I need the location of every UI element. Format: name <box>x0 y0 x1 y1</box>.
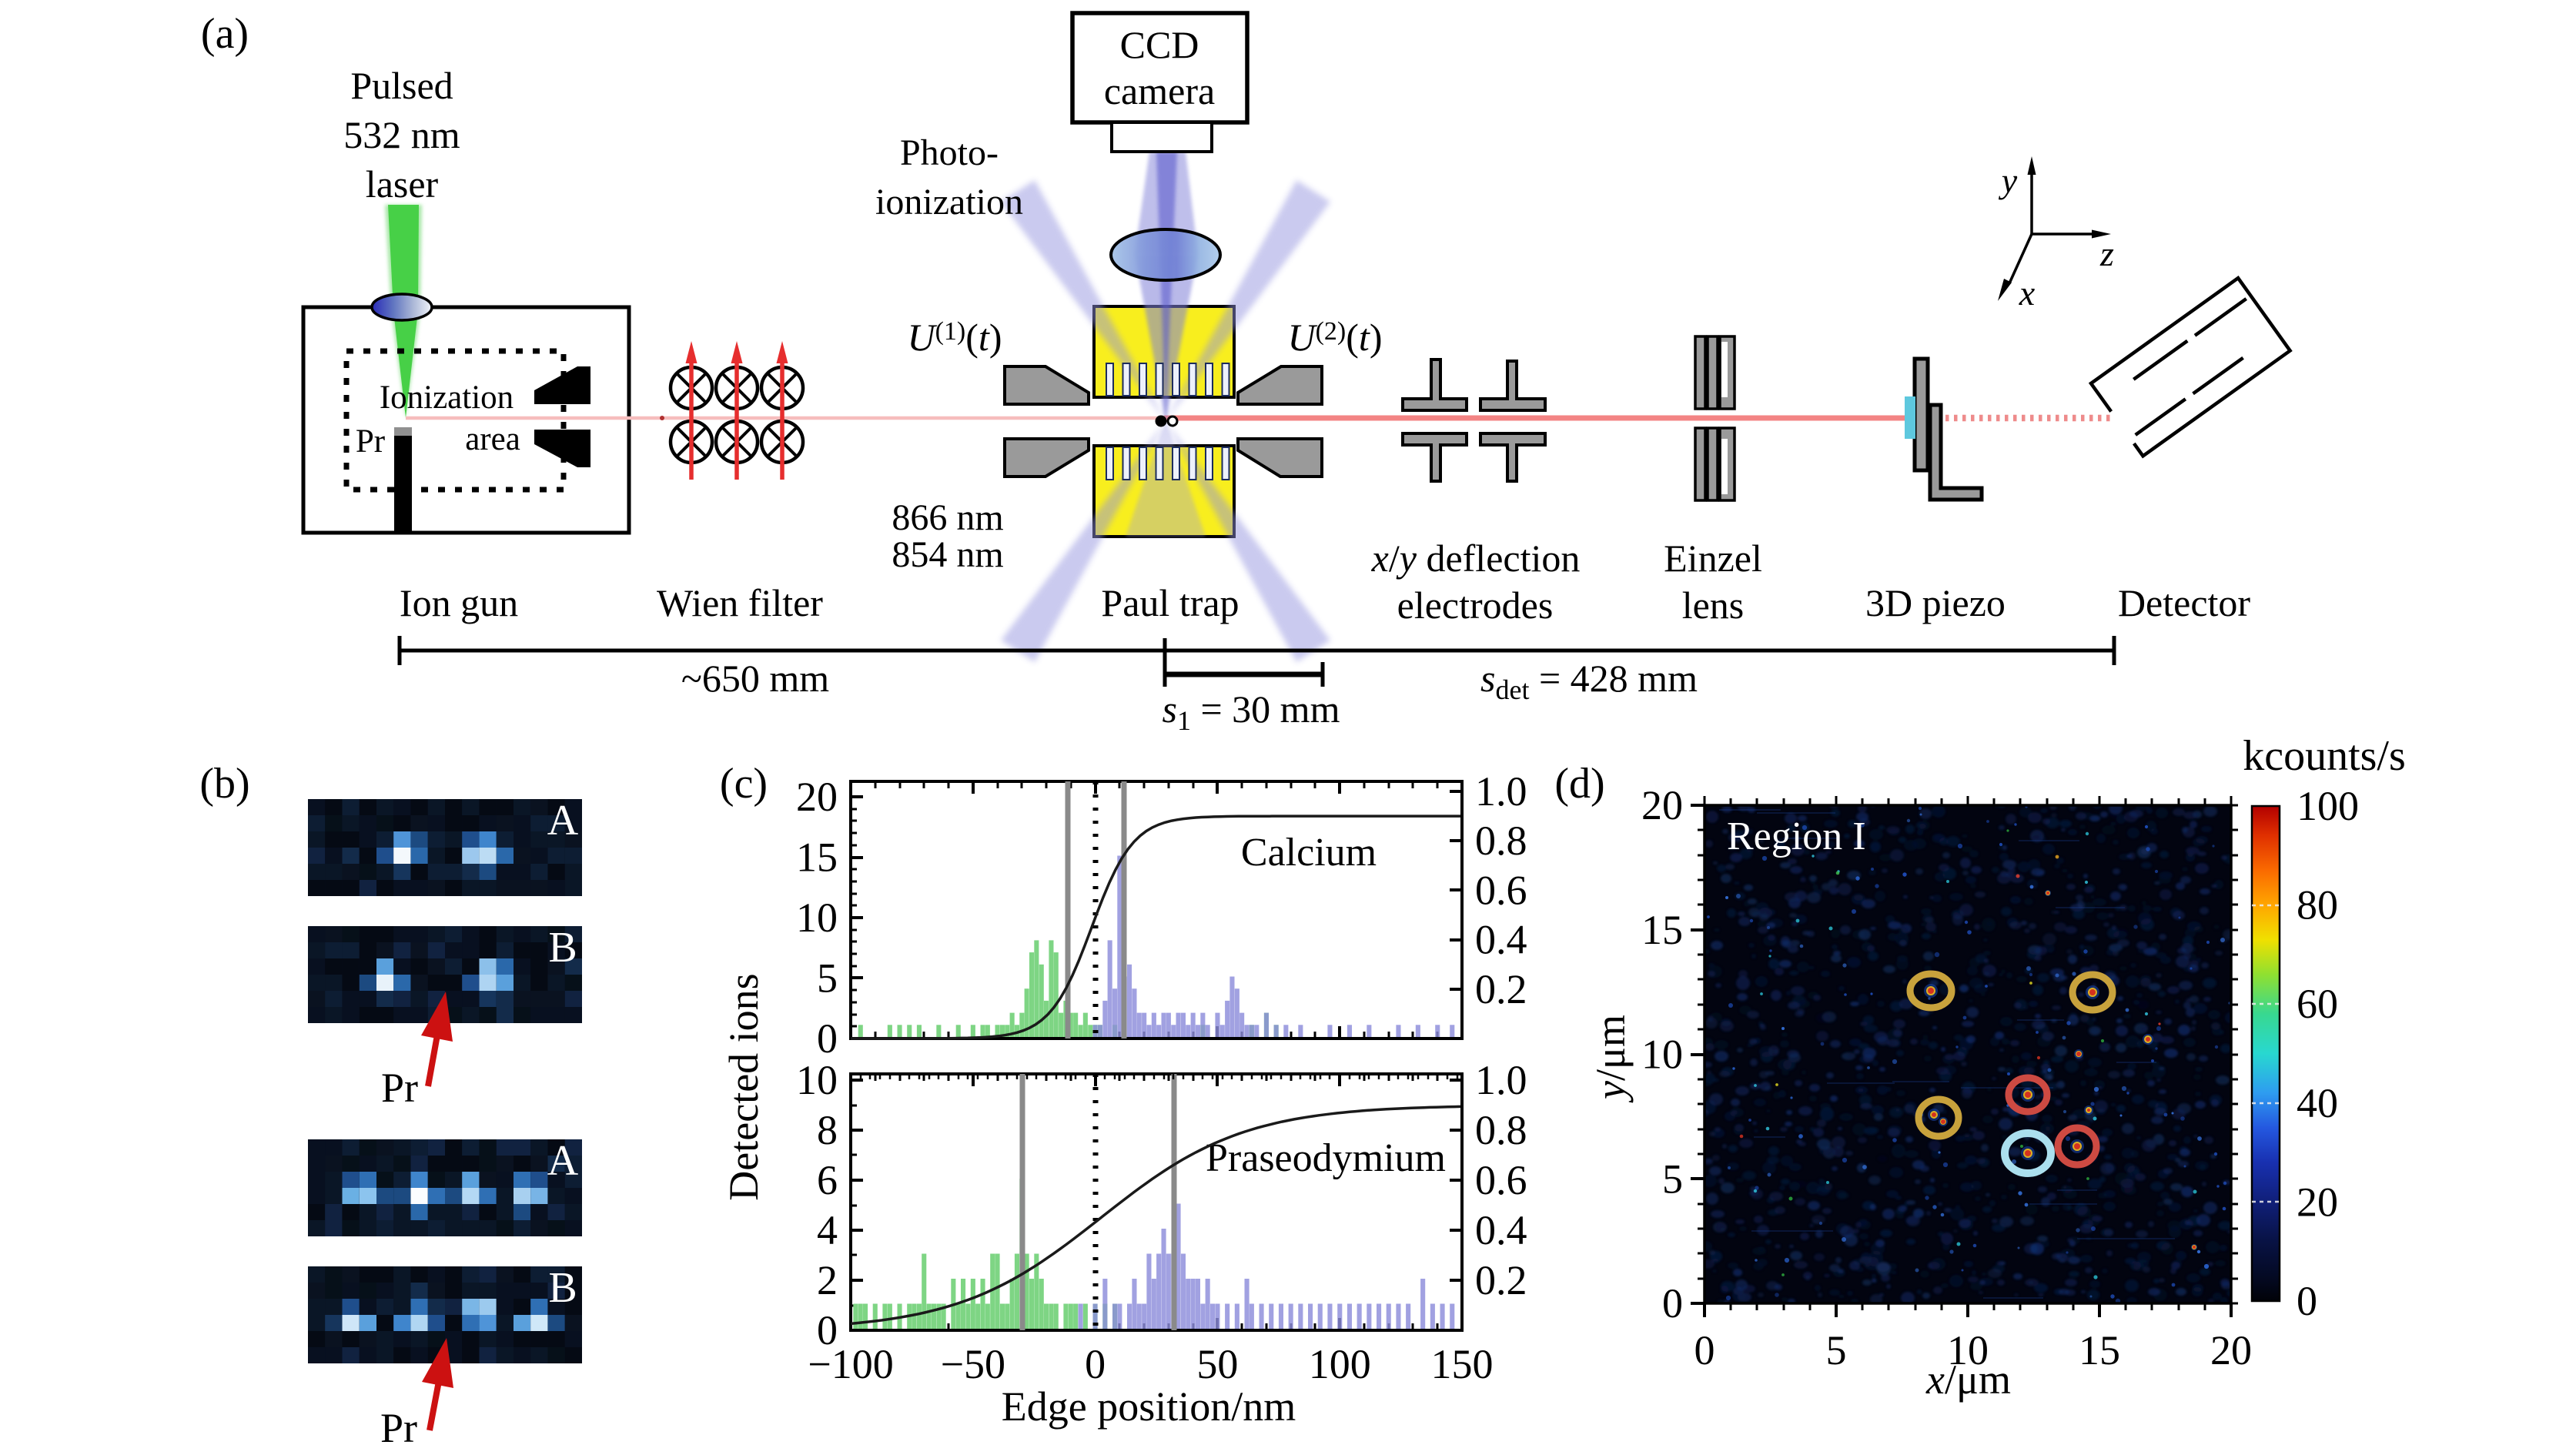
svg-text:−50: −50 <box>941 1341 1005 1387</box>
svg-text:10: 10 <box>796 1057 838 1103</box>
svg-text:A: A <box>547 797 579 845</box>
svg-text:0: 0 <box>817 1015 838 1062</box>
svg-text:0: 0 <box>1662 1280 1683 1326</box>
svg-text:3D piezo: 3D piezo <box>1865 581 2006 624</box>
svg-text:100: 100 <box>2297 783 2359 829</box>
svg-text:Calcium: Calcium <box>1241 831 1377 875</box>
svg-text:854 nm: 854 nm <box>892 534 1003 575</box>
svg-text:10: 10 <box>1947 1327 1989 1373</box>
svg-text:0: 0 <box>2297 1278 2317 1324</box>
svg-text:lens: lens <box>1682 584 1745 627</box>
svg-text:20: 20 <box>2210 1327 2252 1373</box>
svg-text:0: 0 <box>817 1307 838 1353</box>
svg-text:15: 15 <box>796 835 838 881</box>
svg-text:sdet = 428 mm: sdet = 428 mm <box>1480 657 1698 705</box>
svg-text:20: 20 <box>2297 1179 2338 1225</box>
svg-text:0.4: 0.4 <box>1475 917 1527 963</box>
svg-text:y/μm: y/μm <box>1587 1015 1634 1103</box>
svg-text:4: 4 <box>817 1207 838 1253</box>
svg-text:0: 0 <box>1085 1341 1106 1387</box>
svg-text:Region I: Region I <box>1727 814 1866 858</box>
svg-text:1.0: 1.0 <box>1475 1057 1527 1103</box>
svg-text:B: B <box>548 924 577 972</box>
svg-text:camera: camera <box>1104 69 1215 112</box>
svg-text:Ionization: Ionization <box>380 380 514 416</box>
svg-text:z: z <box>2099 234 2114 273</box>
svg-text:CCD: CCD <box>1120 23 1199 66</box>
svg-text:5: 5 <box>1662 1156 1683 1202</box>
svg-text:50: 50 <box>1196 1341 1238 1387</box>
svg-text:8: 8 <box>817 1107 838 1153</box>
svg-text:0.8: 0.8 <box>1475 1107 1527 1153</box>
svg-text:2: 2 <box>817 1257 838 1303</box>
svg-text:Edge position/nm: Edge position/nm <box>1002 1383 1296 1430</box>
svg-text:(b): (b) <box>199 760 249 808</box>
svg-text:electrodes: electrodes <box>1397 584 1554 627</box>
svg-text:kcounts/s: kcounts/s <box>2243 732 2406 780</box>
svg-text:y: y <box>1999 161 2018 200</box>
svg-text:x/y deflection: x/y deflection <box>1371 537 1581 580</box>
svg-text:0.4: 0.4 <box>1475 1207 1527 1253</box>
svg-text:5: 5 <box>817 955 838 1002</box>
svg-text:−100: −100 <box>808 1341 893 1387</box>
svg-text:B: B <box>548 1264 577 1312</box>
svg-text:866 nm: 866 nm <box>892 497 1003 538</box>
svg-text:0.2: 0.2 <box>1475 1257 1527 1303</box>
svg-text:0.6: 0.6 <box>1475 867 1527 913</box>
svg-text:1.0: 1.0 <box>1475 768 1527 814</box>
svg-text:532 nm: 532 nm <box>343 113 460 156</box>
svg-text:6: 6 <box>817 1157 838 1203</box>
svg-text:40: 40 <box>2297 1080 2338 1126</box>
svg-text:150: 150 <box>1431 1341 1494 1387</box>
svg-text:laser: laser <box>366 162 439 206</box>
svg-text:15: 15 <box>2079 1327 2120 1373</box>
svg-text:Ion gun: Ion gun <box>400 581 518 624</box>
svg-text:U(2)(t): U(2)(t) <box>1288 316 1383 359</box>
svg-text:Wien filter: Wien filter <box>657 581 823 624</box>
svg-text:0.6: 0.6 <box>1475 1157 1527 1203</box>
svg-text:Detected ions: Detected ions <box>721 973 767 1200</box>
svg-text:20: 20 <box>1641 782 1683 828</box>
svg-text:60: 60 <box>2297 981 2338 1027</box>
svg-text:A: A <box>547 1137 579 1185</box>
svg-text:80: 80 <box>2297 882 2338 928</box>
svg-text:0.8: 0.8 <box>1475 818 1527 864</box>
svg-text:(c): (c) <box>720 760 768 808</box>
svg-text:U(1)(t): U(1)(t) <box>908 316 1002 359</box>
svg-text:Paul trap: Paul trap <box>1101 581 1239 624</box>
svg-text:(a): (a) <box>201 10 249 58</box>
svg-text:15: 15 <box>1641 907 1683 953</box>
svg-text:20: 20 <box>796 774 838 820</box>
svg-text:Pr: Pr <box>380 1405 417 1451</box>
svg-text:Detector: Detector <box>2118 581 2250 624</box>
svg-text:(d): (d) <box>1554 760 1604 808</box>
svg-text:Einzel: Einzel <box>1664 537 1762 580</box>
svg-text:Praseodymium: Praseodymium <box>1206 1136 1446 1180</box>
svg-text:5: 5 <box>1826 1327 1847 1373</box>
svg-text:x: x <box>2019 273 2036 313</box>
svg-text:Photo-: Photo- <box>900 132 999 173</box>
svg-text:~650 mm: ~650 mm <box>681 657 829 700</box>
svg-text:100: 100 <box>1309 1341 1371 1387</box>
svg-text:Pr: Pr <box>356 423 385 460</box>
svg-text:ionization: ionization <box>875 182 1023 222</box>
svg-text:s1 = 30 mm: s1 = 30 mm <box>1163 687 1340 736</box>
svg-text:x/μm: x/μm <box>1925 1356 2011 1403</box>
svg-text:Pulsed: Pulsed <box>350 64 453 107</box>
svg-text:Pr: Pr <box>381 1065 418 1111</box>
svg-text:10: 10 <box>1641 1032 1683 1078</box>
svg-text:area: area <box>465 421 520 457</box>
svg-text:0: 0 <box>1694 1327 1715 1373</box>
svg-text:10: 10 <box>796 895 838 941</box>
svg-text:0.2: 0.2 <box>1475 966 1527 1012</box>
